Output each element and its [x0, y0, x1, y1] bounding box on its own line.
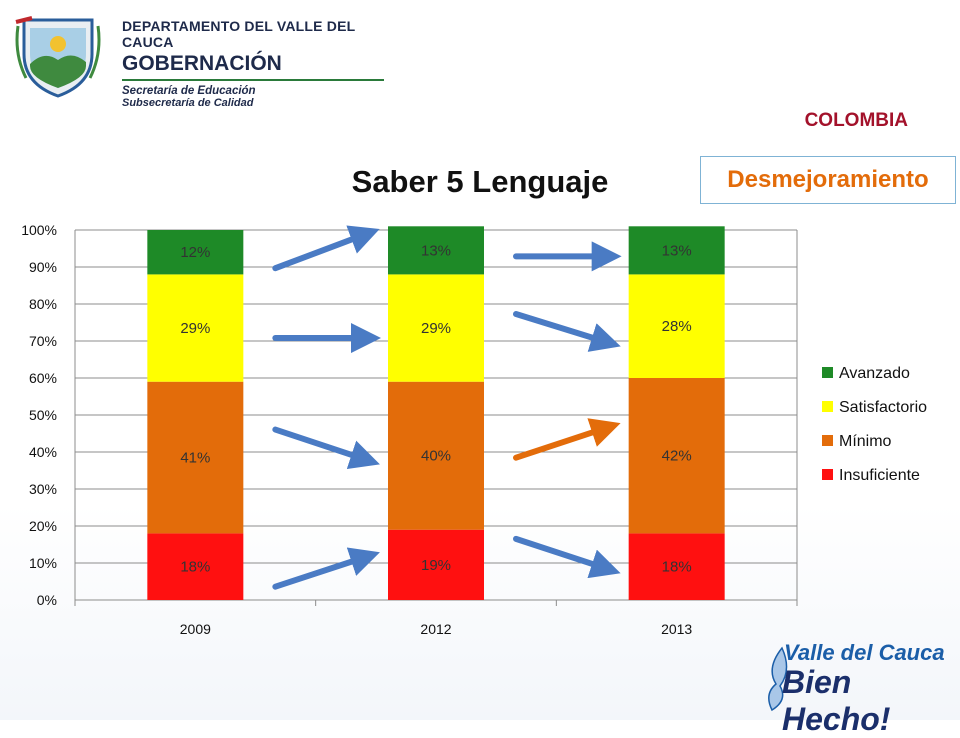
y-tick-label: 30% [29, 481, 57, 497]
y-tick-label: 40% [29, 444, 57, 460]
y-tick-label: 100% [21, 222, 57, 238]
y-tick-label: 90% [29, 259, 57, 275]
data-label: 40% [421, 448, 451, 465]
bar-segment-mínimo [628, 378, 725, 534]
trend-arrow-blue [272, 426, 380, 470]
legend-label: Satisfactorio [839, 399, 927, 416]
bar-segment-avanzado [147, 230, 244, 275]
bar-segment-insuficiente [388, 529, 484, 600]
data-label: 29% [180, 320, 210, 337]
bar-segment-avanzado [388, 226, 484, 275]
data-label: 13% [662, 242, 692, 259]
bar-segment-satisfactorio [147, 274, 244, 382]
y-tick-label: 20% [29, 518, 57, 534]
stacked-bar-chart: 0% 10% 20% 30% 40% 50% 60% 70% 80% 90% 100% 18% 41% 2… [21, 222, 927, 637]
y-tick-label: 60% [29, 370, 57, 386]
legend-swatch [822, 367, 833, 378]
header-divider [122, 79, 384, 81]
x-tick-label: 2009 [180, 621, 211, 637]
chart-title: Saber 5 Lenguaje [351, 164, 609, 199]
trend-arrow-blue [513, 311, 621, 352]
country-label: COLOMBIA [804, 110, 908, 131]
trend-arrow-blue [272, 225, 380, 272]
data-label: 42% [662, 448, 692, 465]
footer-logo: Valle del Cauca Bien Hecho! [762, 640, 952, 737]
governorship-name: GOBERNACIÓN [122, 52, 282, 75]
bar-segment-insuficiente [628, 533, 725, 600]
footer-line1: Valle del Cauca [784, 640, 945, 665]
data-label: 28% [662, 318, 692, 335]
flame-icon [768, 646, 788, 712]
bar-segment-avanzado [628, 226, 725, 275]
trend-arrow-orange [513, 418, 621, 461]
trend-arrow-blue [513, 535, 621, 579]
footer-line2: Bien Hecho! [782, 664, 891, 737]
x-tick-label: 2013 [661, 621, 692, 637]
secretariat-name: Secretaría de Educación [122, 85, 256, 97]
department-name: DEPARTAMENTO DEL VALLE DEL CAUCA [122, 18, 356, 50]
data-label: 19% [421, 557, 451, 574]
bar-segment-satisfactorio [628, 274, 725, 378]
data-label: 41% [180, 450, 210, 467]
trend-badge: Desmejoramiento [700, 156, 956, 204]
y-tick-label: 80% [29, 296, 57, 312]
bar-segment-satisfactorio [388, 274, 484, 382]
data-label: 18% [662, 559, 692, 576]
legend-label: Mínimo [839, 433, 892, 450]
bar-segment-mínimo [147, 381, 244, 534]
y-tick-label: 70% [29, 333, 57, 349]
trend-arrow-blue [272, 547, 380, 590]
legend-swatch [822, 469, 833, 480]
bar-segment-mínimo [388, 381, 484, 530]
data-label: 18% [180, 559, 210, 576]
legend-label: Insuficiente [839, 467, 920, 484]
y-tick-label: 50% [29, 407, 57, 423]
y-tick-label: 10% [29, 555, 57, 571]
data-label: 12% [180, 244, 210, 261]
legend-label: Avanzado [839, 365, 910, 382]
legend-swatch [822, 401, 833, 412]
y-tick-label: 0% [37, 592, 57, 608]
data-label: 29% [421, 320, 451, 337]
coat-of-arms-icon [15, 16, 101, 98]
bar-segment-insuficiente [147, 533, 244, 600]
legend-swatch [822, 435, 833, 446]
data-label: 13% [421, 242, 451, 259]
subsecretariat-name: Subsecretaría de Calidad [122, 97, 254, 109]
x-tick-label: 2012 [420, 621, 451, 637]
header: DEPARTAMENTO DEL VALLE DEL CAUCA GOBERNA… [14, 14, 384, 109]
